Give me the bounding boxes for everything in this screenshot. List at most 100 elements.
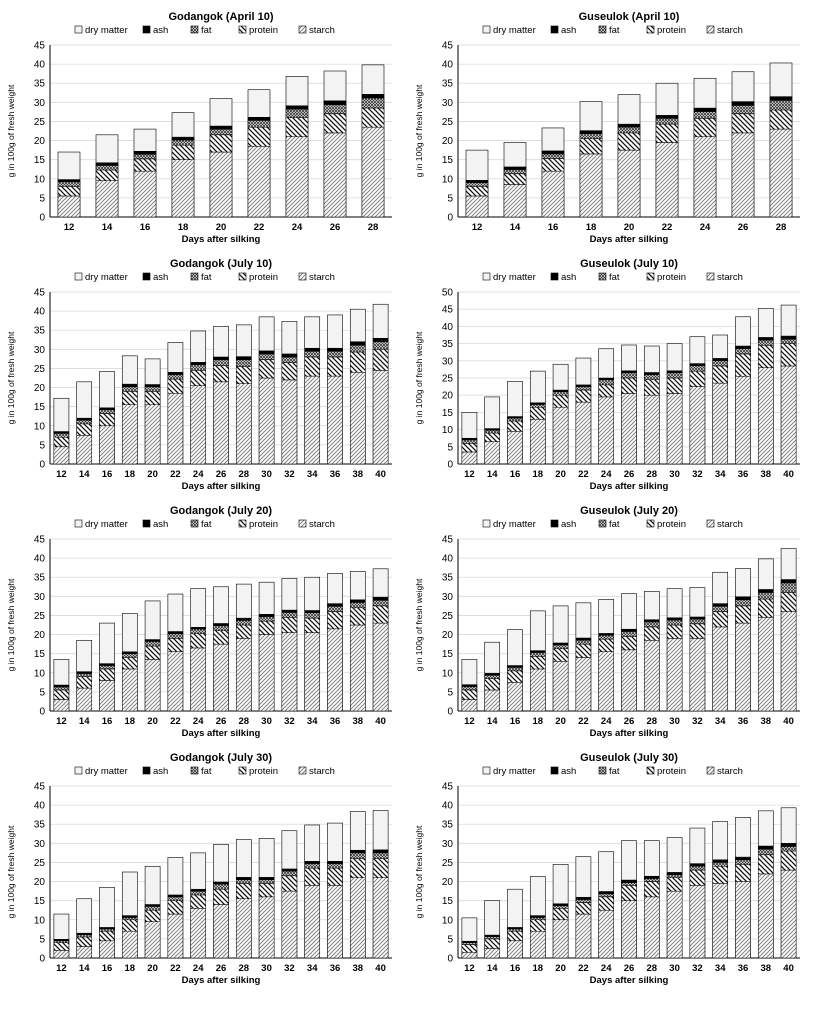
bar-protein xyxy=(304,867,320,886)
bar-fat xyxy=(617,126,641,134)
bar-fat xyxy=(735,599,751,607)
bar-protein xyxy=(258,359,275,379)
bar-ash xyxy=(530,915,546,918)
bar-ash xyxy=(167,894,184,898)
x-tick-label: 14 xyxy=(487,469,498,480)
bar-protein xyxy=(167,638,184,653)
bar-fat xyxy=(57,181,81,187)
bar-starch xyxy=(780,869,797,959)
chart-title: Godangok (July 30) xyxy=(170,752,272,764)
bar-protein xyxy=(693,118,717,137)
legend-swatch-dry-matter xyxy=(74,766,83,775)
bar-fat xyxy=(167,896,184,901)
bar-protein xyxy=(461,944,478,953)
y-tick-label: 30 xyxy=(442,839,454,850)
legend-label-dry-matter: dry matter xyxy=(85,272,128,283)
x-tick-label: 20 xyxy=(147,469,158,480)
y-tick-label: 35 xyxy=(442,820,454,831)
bar-protein xyxy=(327,356,343,377)
bar-ash xyxy=(327,861,343,864)
bar-ash xyxy=(758,589,774,593)
bar-protein xyxy=(236,366,252,384)
bar-protein xyxy=(644,626,660,641)
bar-fat xyxy=(258,879,275,884)
bar-protein xyxy=(579,138,603,155)
y-tick-label: 45 xyxy=(34,41,46,52)
bar-starch xyxy=(190,647,206,712)
legend-swatch-ash xyxy=(550,272,559,281)
bar-protein xyxy=(598,896,614,911)
bar-protein xyxy=(144,645,161,660)
bar-protein xyxy=(213,630,229,645)
x-tick-label: 34 xyxy=(307,716,318,727)
bar-fat xyxy=(461,942,478,945)
y-tick-label: 25 xyxy=(442,374,454,385)
x-tick-label: 16 xyxy=(548,222,559,233)
bar-fat xyxy=(507,417,523,422)
bar-ash xyxy=(133,151,157,155)
bar-starch xyxy=(76,946,92,959)
bar-protein xyxy=(122,919,138,932)
bar-protein xyxy=(530,919,546,932)
x-tick-label: 18 xyxy=(125,716,136,727)
bar-starch xyxy=(167,651,184,712)
bar-ash xyxy=(735,345,751,350)
x-tick-label: 22 xyxy=(578,716,589,727)
y-tick-label: 40 xyxy=(34,60,46,71)
bar-fat xyxy=(213,625,229,631)
legend-label-fat: fat xyxy=(201,766,212,777)
legend-swatch-ash xyxy=(550,519,559,528)
bar-fat xyxy=(644,878,660,882)
bar-ash xyxy=(213,623,229,627)
y-tick-label: 15 xyxy=(442,408,454,419)
bar-ash xyxy=(621,879,637,883)
bar-starch xyxy=(666,890,683,959)
y-tick-label: 40 xyxy=(442,322,454,333)
bar-protein xyxy=(689,370,706,387)
legend-swatch-starch xyxy=(706,272,715,281)
bar-ash xyxy=(190,362,206,365)
bar-protein xyxy=(617,132,641,151)
x-tick-label: 16 xyxy=(102,716,113,727)
legend-swatch-starch xyxy=(706,25,715,34)
bar-starch xyxy=(53,950,70,959)
bar-ash xyxy=(693,107,717,112)
legend-label-protein: protein xyxy=(657,25,686,36)
x-tick-label: 38 xyxy=(761,716,772,727)
bar-fat xyxy=(76,419,92,425)
y-tick-label: 20 xyxy=(34,630,46,641)
bar-fat xyxy=(76,934,92,938)
bar-starch xyxy=(327,375,343,465)
bar-protein xyxy=(281,617,298,633)
bar-protein xyxy=(666,877,683,892)
x-tick-label: 22 xyxy=(254,222,265,233)
x-axis-label: Days after silking xyxy=(590,481,669,492)
legend-label-starch: starch xyxy=(309,272,335,283)
bar-protein xyxy=(304,617,320,633)
x-axis-label: Days after silking xyxy=(182,481,261,492)
y-tick-label: 20 xyxy=(442,877,454,888)
bar-ash xyxy=(507,665,523,668)
bar-starch xyxy=(503,184,527,218)
x-tick-label: 22 xyxy=(578,469,589,480)
y-tick-label: 0 xyxy=(447,213,453,224)
bar-ash xyxy=(579,130,603,134)
bar-fat xyxy=(507,928,523,932)
bar-protein xyxy=(575,643,592,658)
bar-ash xyxy=(57,179,81,183)
bar-starch xyxy=(575,913,592,959)
y-tick-label: 20 xyxy=(442,136,454,147)
bar-starch xyxy=(372,877,389,959)
bar-protein xyxy=(758,598,774,618)
bar-ash xyxy=(281,868,298,872)
bar-fat xyxy=(575,899,592,903)
x-tick-label: 22 xyxy=(170,963,181,974)
y-axis-label: g in 100g of fresh weight xyxy=(414,578,424,671)
chart-panel-1: Godangok (April 10) 0 5 10 15 20 25 30 35 40 45 g i… xyxy=(6,11,392,245)
y-tick-label: 25 xyxy=(34,364,46,375)
bar-fat xyxy=(167,633,184,639)
bar-fat xyxy=(712,606,728,612)
bar-ash xyxy=(304,347,320,352)
bar-protein xyxy=(361,107,385,128)
x-tick-label: 22 xyxy=(170,716,181,727)
